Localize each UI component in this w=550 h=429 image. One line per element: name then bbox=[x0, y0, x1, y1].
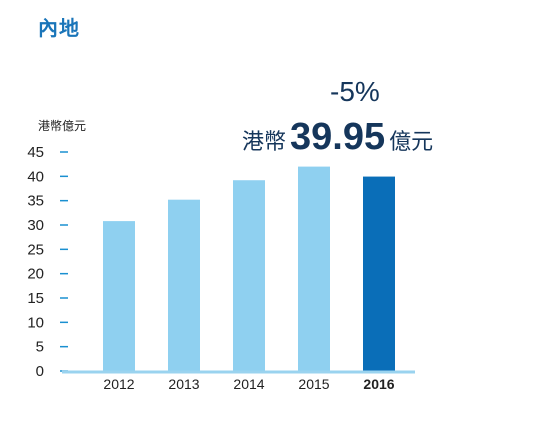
y-tick-label: 5 bbox=[36, 339, 44, 356]
y-tick-label: 45 bbox=[27, 144, 44, 161]
y-tick-label: 15 bbox=[27, 290, 44, 307]
bar-2014 bbox=[233, 180, 265, 371]
bar-2015 bbox=[298, 166, 330, 371]
y-tick-label: 35 bbox=[27, 193, 44, 210]
change-percent: -5% bbox=[330, 76, 380, 107]
bar-2013 bbox=[168, 199, 200, 371]
headline-currency: 港幣 bbox=[242, 130, 287, 155]
y-axis-label: 港幣億元 bbox=[38, 119, 87, 133]
x-tick-label: 2014 bbox=[233, 376, 264, 392]
y-tick-label: 10 bbox=[27, 314, 44, 331]
x-tick-label: 2012 bbox=[103, 376, 134, 392]
x-tick-label: 2013 bbox=[168, 376, 199, 392]
bar-2012 bbox=[103, 221, 135, 371]
headline-value: 港幣 39.95 億元 bbox=[242, 116, 433, 159]
y-tick-label: 40 bbox=[27, 168, 44, 185]
region-title: 內地 bbox=[38, 16, 80, 40]
y-tick-label: 20 bbox=[27, 266, 44, 283]
y-tick-label: 30 bbox=[27, 217, 44, 234]
x-tick-label: 2016 bbox=[363, 376, 394, 392]
headline-unit: 億元 bbox=[389, 130, 434, 155]
headline-number: 39.95 bbox=[290, 116, 386, 158]
bar-2016 bbox=[363, 176, 395, 371]
y-tick-label: 25 bbox=[27, 241, 44, 258]
y-tick-label: 0 bbox=[36, 363, 44, 380]
x-tick-label: 2015 bbox=[298, 376, 329, 392]
